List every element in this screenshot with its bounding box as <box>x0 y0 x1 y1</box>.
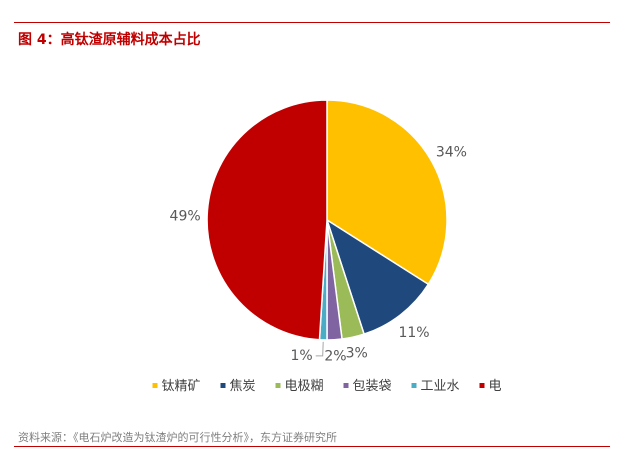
legend-marker-3 <box>343 383 349 388</box>
legend-marker-1 <box>220 383 226 388</box>
legend-item-2: 电极糊 <box>275 378 324 394</box>
legend-label-4: 工业水 <box>421 379 460 394</box>
legend-item-5: 电 <box>479 379 502 394</box>
leader-lines <box>315 341 324 357</box>
legend-label-2: 电极糊 <box>285 378 324 394</box>
pie-slice-1 <box>325 218 430 336</box>
data-label-0: 34% <box>436 145 467 161</box>
data-label-5: 49% <box>170 209 201 225</box>
legend-item-3: 包装袋 <box>343 379 392 394</box>
data-label-2: 3% <box>346 346 368 362</box>
legend-label-0: 钛精矿 <box>162 379 201 394</box>
legend-marker-0 <box>152 383 158 388</box>
legend-marker-4 <box>411 383 417 388</box>
legend-item-0: 钛精矿 <box>152 379 201 394</box>
pie-slices <box>206 99 448 341</box>
top-rule <box>14 22 610 23</box>
data-labels: 34% 11% 3%2% 1% 49% <box>170 145 467 365</box>
figure-title: 图 4：高钛渣原辅料成本占比 <box>18 32 201 48</box>
data-label-3: 2% <box>324 349 346 365</box>
source-note: 资料来源：《电石炉改造为钛渣炉的可行性分析》，东方证券研究所 <box>18 431 337 444</box>
pie-slice-5 <box>206 99 328 341</box>
legend-label-3: 包装袋 <box>353 379 392 394</box>
legend-marker-5 <box>479 383 485 388</box>
data-label-1: 11% <box>398 325 429 341</box>
legend: 钛精矿 焦炭 电极糊 包装袋 工业水 电 <box>152 378 502 394</box>
legend-label-5: 电 <box>489 379 502 394</box>
legend-item-4: 工业水 <box>411 379 460 394</box>
legend-marker-2 <box>275 383 281 388</box>
bottom-rule <box>14 446 610 447</box>
leader-line-4 <box>315 341 324 357</box>
data-label-4: 1% <box>290 348 312 364</box>
legend-item-1: 焦炭 <box>220 379 256 394</box>
legend-label-1: 焦炭 <box>230 379 256 394</box>
